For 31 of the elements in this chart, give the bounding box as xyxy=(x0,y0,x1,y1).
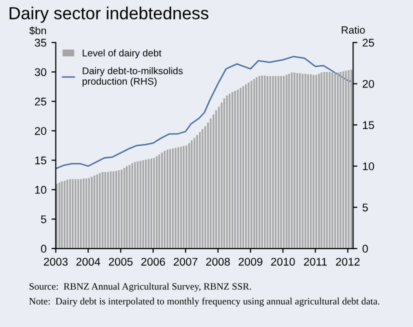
x-tick-label: 2006 xyxy=(141,258,165,266)
y-tick-label: 25 xyxy=(34,98,46,106)
x-tick-label: 2007 xyxy=(174,258,198,266)
x-tick-label: 2010 xyxy=(271,258,295,266)
text: Note: Dairy debt is interpolated to monthly frequency using annual agricultural debt data. xyxy=(29,298,380,307)
source-note: Source: RBNZ Annual Agricultural Survey, RBNZ SSR. xyxy=(30,282,251,292)
y2-tick-label: 15 xyxy=(362,121,374,130)
y-axis-title: $bn xyxy=(29,26,46,35)
chart-title: Dairy sector indebtedness xyxy=(10,6,208,23)
x-tick-label: 2003 xyxy=(44,258,68,266)
y-tick-label: 20 xyxy=(34,127,46,135)
y2-tick-label: 5 xyxy=(362,204,368,212)
y2-tick-label: 0 xyxy=(362,244,368,253)
y-tick-label: 0 xyxy=(40,244,46,253)
y2-axis-title: Ratio xyxy=(342,26,365,34)
y2-tick-label: 25 xyxy=(362,38,374,47)
y2-tick-label: 10 xyxy=(362,162,374,170)
x-tick-label: 2005 xyxy=(108,258,133,266)
y-tick-label: 35 xyxy=(34,38,46,47)
y2-tick-label: 20 xyxy=(362,80,374,88)
y-tick-label: 30 xyxy=(34,68,46,76)
y-tick-label: 10 xyxy=(35,186,46,194)
x-tick-label: 2011 xyxy=(304,258,327,266)
y-tick-label: 15 xyxy=(35,156,46,164)
legend-label: Dairy debt-to-milksolids production (RHS) xyxy=(82,67,183,87)
x-tick-label: 2009 xyxy=(238,258,262,266)
x-tick-label: 2008 xyxy=(206,258,230,266)
legend-label: Level of dairy debt xyxy=(82,49,162,58)
y-tick-label: 5 xyxy=(40,215,46,224)
x-tick-label: 2012 xyxy=(336,258,360,266)
x-tick-label: 2004 xyxy=(76,258,100,266)
